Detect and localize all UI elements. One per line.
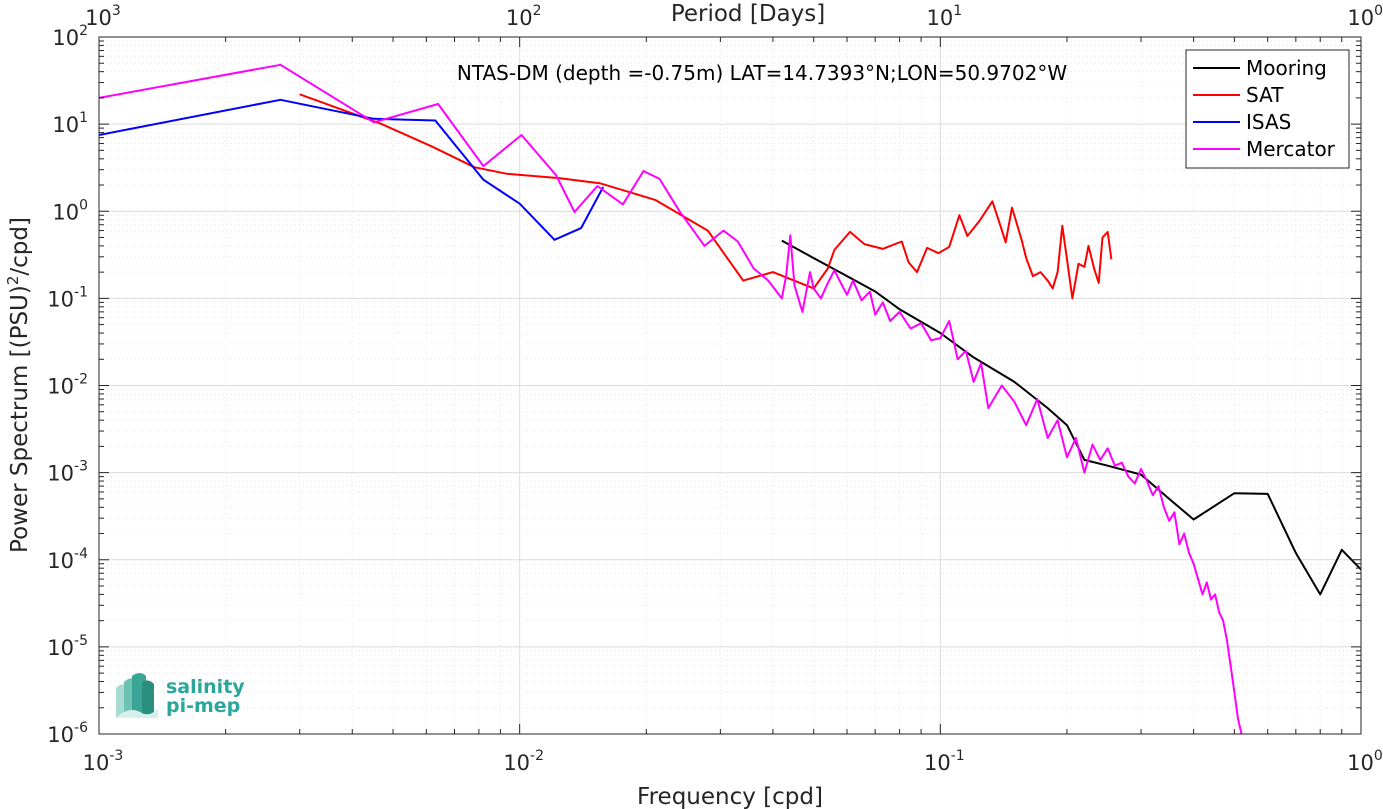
y-axis-title: Power Spectrum [(PSU)2/cpd] [4,217,33,553]
series-line-isas [99,98,605,241]
y-tick-label: 100 [52,197,88,224]
y-tick-label: 101 [52,110,88,137]
x-tick-label: 10-3 [83,748,124,775]
top-axis-title: Period [Days] [671,1,825,27]
y-tick-label: 10-3 [47,459,88,486]
legend-label-mooring: Mooring [1246,56,1327,80]
x-tick-label: 10-1 [924,748,965,775]
y-tick-label: 10-2 [47,372,88,399]
chart-annotation: NTAS-DM (depth =-0.75m) LAT=14.7393°N;LO… [457,61,1067,85]
salinity-pi-mep-logo: salinity pi-mep [116,673,245,718]
legend-label-mercator: Mercator [1246,137,1336,161]
top-tick-label: 101 [927,3,963,30]
series-line-sat [299,93,1113,300]
series-layer [99,63,1361,734]
x-axis-title: Frequency [cpd] [637,784,823,809]
y-tick-label: 10-6 [47,720,88,747]
top-tick-label: 100 [1347,3,1383,30]
y-tick-label: 102 [52,23,88,50]
top-tick-label: 103 [85,3,121,30]
top-tick-label: 102 [506,3,542,30]
y-tick-label: 10-5 [47,633,88,660]
legend-label-sat: SAT [1246,83,1284,107]
logo-line2: pi-mep [166,695,240,717]
legend-label-isas: ISAS [1246,110,1291,134]
series-line-mercator [99,63,1243,734]
y-tick-label: 10-1 [47,284,88,311]
x-tick-label: 10-2 [503,748,544,775]
logo-line1: salinity [166,676,245,698]
legend: Mooring SAT ISAS Mercator [1185,49,1350,169]
y-tick-label: 10-4 [47,546,88,573]
series-line-mooring [781,239,1361,596]
x-tick-label: 100 [1347,748,1383,775]
axis-ticks [98,37,1361,735]
